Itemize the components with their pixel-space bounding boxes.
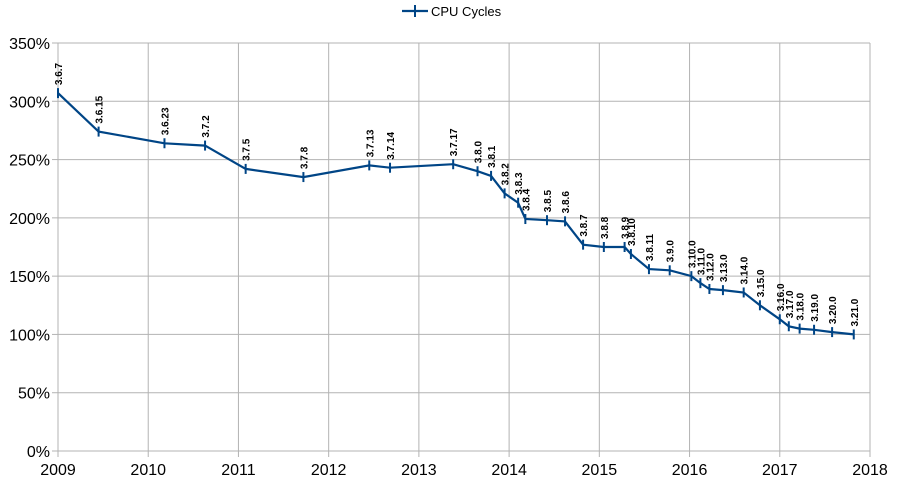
data-label: 3.9.0 [666, 240, 677, 263]
data-label: 3.17.0 [785, 290, 796, 318]
data-label: 3.7.14 [386, 131, 397, 159]
y-axis-tick-labels: 0% 50% 100% 150% 200% 250% 300% 350% [9, 36, 50, 461]
data-label: 3.8.11 [645, 233, 656, 261]
data-label: 3.8.0 [474, 141, 485, 164]
data-label: 3.14.0 [740, 256, 751, 284]
x-tick-label: 2016 [672, 462, 708, 479]
x-tick-label: 2012 [311, 462, 347, 479]
data-label: 3.20.0 [828, 296, 839, 324]
x-tick-label: 2010 [130, 462, 166, 479]
data-label: 3.21.0 [850, 298, 861, 326]
data-label: 3.6.23 [160, 107, 171, 135]
y-tick-label: 350% [9, 36, 50, 53]
x-tick-label: 2015 [582, 462, 618, 479]
data-labels: 3.6.7 3.6.15 3.6.23 3.7.2 3.7.5 3.7.8 3.7.13 3.… [54, 62, 861, 326]
gridlines [52, 42, 871, 457]
data-label: 3.8.6 [561, 191, 572, 214]
data-label: 3.11.0 [696, 247, 707, 275]
data-label: 3.8.8 [600, 216, 611, 239]
x-tick-label: 2018 [852, 462, 888, 479]
y-tick-label: 0% [27, 444, 50, 461]
data-label: 3.6.7 [54, 62, 65, 85]
legend-label: CPU Cycles [431, 4, 502, 19]
data-label: 3.7.2 [201, 115, 212, 138]
data-label: 3.7.5 [242, 138, 253, 161]
series-line [57, 92, 854, 336]
x-tick-label: 2011 [221, 462, 256, 479]
data-label: 3.8.4 [521, 188, 532, 211]
data-label: 3.15.0 [756, 269, 767, 297]
y-tick-label: 300% [9, 94, 50, 111]
x-tick-label: 2017 [762, 462, 798, 479]
data-label: 3.10.0 [687, 240, 698, 268]
y-tick-label: 250% [9, 153, 50, 170]
data-label: 3.8.5 [543, 190, 554, 213]
data-label: 3.8.10 [627, 218, 638, 246]
data-label: 3.6.15 [95, 95, 106, 123]
y-tick-label: 100% [9, 327, 50, 344]
data-label: 3.13.0 [719, 254, 730, 282]
series-markers [57, 88, 855, 340]
y-tick-label: 50% [18, 386, 50, 403]
data-label: 3.7.8 [299, 146, 310, 169]
data-label: 3.8.9 [621, 216, 632, 239]
data-label: 3.19.0 [810, 294, 821, 322]
y-tick-label: 200% [9, 211, 50, 228]
data-label: 3.8.7 [579, 214, 590, 237]
chart-legend: CPU Cycles [402, 4, 502, 19]
data-label: 3.8.1 [487, 145, 498, 168]
y-tick-label: 150% [9, 269, 50, 286]
data-label: 3.8.3 [514, 172, 525, 195]
data-label: 3.8.2 [501, 163, 512, 186]
x-tick-label: 2013 [401, 462, 437, 479]
series-cpu-cycles [57, 92, 854, 336]
x-tick-label: 2014 [491, 462, 527, 479]
x-axis-tick-labels: 2009 2010 2011 2012 2013 2014 2015 2016 2017 2018 [40, 462, 888, 479]
data-label: 3.7.13 [365, 129, 376, 157]
x-tick-label: 2009 [40, 462, 76, 479]
data-label: 3.18.0 [796, 292, 807, 320]
data-label: 3.16.0 [776, 283, 787, 311]
data-label: 3.7.17 [449, 128, 460, 156]
data-label: 3.12.0 [705, 253, 716, 281]
